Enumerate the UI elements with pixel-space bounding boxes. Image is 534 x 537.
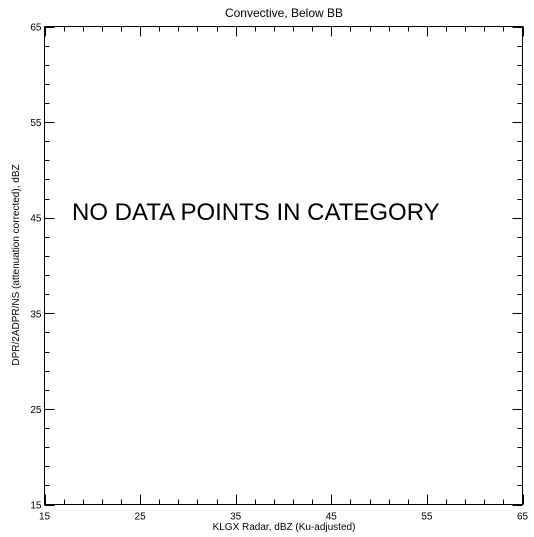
x-tick-label: 15 — [39, 512, 51, 523]
y-tick-label: 65 — [30, 23, 42, 34]
no-data-annotation: NO DATA POINTS IN CATEGORY — [72, 199, 440, 226]
x-tick-label: 25 — [135, 512, 147, 523]
x-tick-label: 65 — [517, 512, 529, 523]
y-axis-title: DPR/2ADPR/NS (attenuation corrected), dB… — [11, 164, 22, 365]
chart-title: Convective, Below BB — [225, 6, 343, 20]
x-tick-label: 35 — [230, 512, 242, 523]
x-tick-label: 55 — [421, 512, 433, 523]
tick-marks — [44, 26, 524, 506]
y-tick-label: 45 — [30, 214, 42, 225]
x-tick-label: 45 — [326, 512, 338, 523]
x-axis-title: KLGX Radar, dBZ (Ku-adjusted) — [213, 522, 356, 533]
y-tick-label: 25 — [30, 405, 42, 416]
y-tick-label: 15 — [30, 501, 42, 512]
x-tick-labels: 15 25 35 45 55 65 — [39, 512, 529, 523]
y-tick-label: 55 — [30, 118, 42, 129]
plot-frame — [44, 26, 523, 505]
y-tick-labels: 15 25 35 45 55 65 — [30, 23, 42, 512]
y-tick-label: 35 — [30, 309, 42, 320]
